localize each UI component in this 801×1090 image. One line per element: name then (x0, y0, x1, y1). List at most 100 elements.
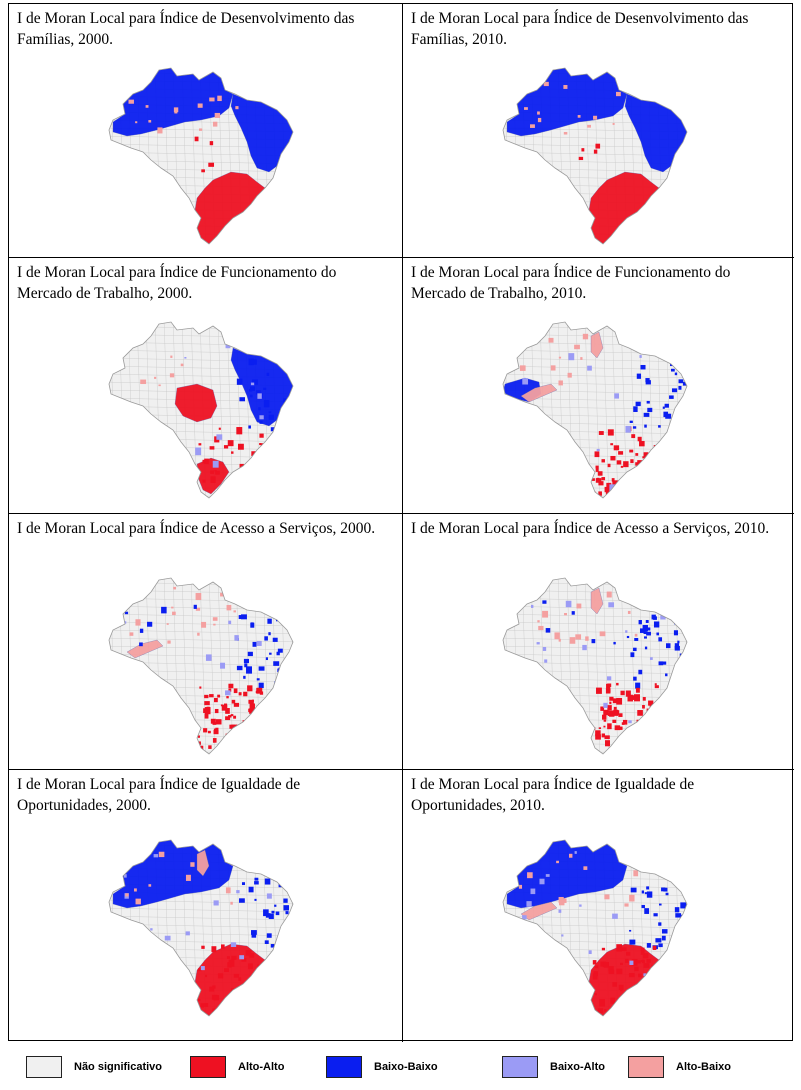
map-layer (109, 840, 293, 1016)
cluster-municipality-ll (258, 407, 261, 411)
cluster-municipality-hh (648, 723, 652, 727)
brazil-outline (108, 839, 294, 1017)
brazil-outline (108, 67, 294, 245)
cluster-municipality-hh (237, 443, 244, 450)
cluster-municipality-hh (619, 726, 623, 730)
cluster-municipality-lh (212, 460, 219, 468)
cluster-municipality-lh (606, 676, 612, 681)
municipal-line (109, 621, 293, 627)
cluster-municipality-ll (289, 623, 293, 627)
cluster-municipality-ll (677, 407, 682, 411)
panel-caption: I de Moran Local para Índice de Funciona… (17, 264, 337, 302)
cluster-municipality-lh (228, 592, 231, 595)
cluster-municipality-ll (250, 394, 253, 398)
cluster-municipality-hl (575, 634, 582, 640)
cluster-municipality-hl (197, 632, 200, 636)
cluster-municipality-hh (631, 958, 638, 966)
cluster-municipality-hh (654, 685, 659, 689)
cluster-municipality-lh (522, 378, 529, 385)
cluster-municipality-ll (656, 632, 659, 636)
cluster-municipality-lh (536, 960, 542, 967)
cluster-municipality-hh (221, 491, 226, 497)
cluster-municipality-hh (253, 978, 259, 986)
municipal-line (503, 907, 687, 913)
cluster-municipality-ll (678, 379, 684, 384)
cluster-municipality-hh (251, 451, 257, 456)
municipal-line (674, 840, 682, 1016)
panel-opp-2010: I de Moran Local para Índice de Igualdad… (403, 770, 794, 1042)
municipal-line (503, 1011, 687, 1016)
cluster-municipality-ll (682, 412, 685, 415)
municipal-line (289, 578, 293, 754)
cluster-municipality-hl (593, 115, 598, 120)
cluster-municipality-hh (644, 469, 649, 474)
cluster-municipality-ll (239, 898, 245, 903)
cluster-municipality-hh (598, 727, 602, 730)
cluster-municipality-lh (608, 602, 615, 608)
cluster-municipality-hh (223, 703, 228, 708)
cluster-municipality-ll (236, 378, 243, 385)
municipal-line (109, 645, 293, 651)
cluster-municipality-hl (157, 127, 163, 134)
cluster-municipality-hh (616, 968, 623, 975)
cluster-municipality-lh (596, 448, 600, 452)
cluster-municipality-lh (269, 490, 273, 494)
municipal-line (503, 71, 687, 77)
cluster-municipality-hh (204, 1003, 209, 1007)
cluster-municipality-ll (247, 651, 253, 657)
municipal-line (674, 322, 682, 498)
cluster-municipality-hh (205, 974, 208, 978)
cluster-municipality-ll (238, 615, 243, 620)
cluster-municipality-hh (210, 470, 215, 474)
cluster-municipality-lh (184, 710, 190, 716)
municipal-line (503, 645, 687, 651)
cluster-municipality-hh (226, 696, 229, 699)
brazil-map (495, 574, 688, 758)
map-layer (109, 68, 293, 244)
cluster-municipality-hl (225, 887, 231, 894)
municipal-line (503, 749, 687, 754)
cluster-municipality-hh (654, 456, 659, 462)
municipal-line (503, 578, 687, 579)
cluster-municipality-hl (564, 613, 567, 616)
cluster-municipality-hl (197, 103, 203, 108)
cluster-municipality-ll (658, 425, 661, 428)
cluster-municipality-hh (194, 136, 199, 142)
municipal-line (280, 840, 288, 1016)
cluster-municipality-lh (548, 966, 552, 969)
legend-swatch (26, 1056, 62, 1078)
map-layer (503, 68, 687, 244)
municipal-line (280, 68, 288, 244)
panel-srv-2000: I de Moran Local para Índice de Acesso a… (9, 514, 403, 770)
cluster-municipality-hh (238, 735, 243, 740)
municipal-line (521, 840, 529, 1016)
cluster-municipality-ll (675, 618, 679, 622)
cluster-municipality-hh (215, 470, 220, 475)
cluster-municipality-ll (571, 611, 575, 615)
panel-caption: I de Moran Local para Índice de Igualdad… (411, 776, 695, 814)
cluster-municipality-ll (281, 926, 287, 934)
cluster-municipality-ll (252, 641, 257, 647)
map-layer (109, 322, 293, 498)
cluster-municipality-hh (640, 947, 645, 952)
cluster-municipality-ll (629, 929, 632, 932)
municipal-line (495, 318, 501, 502)
cluster-municipality-hl (524, 107, 528, 110)
cluster-municipality-ll (640, 364, 646, 370)
cluster-municipality-ll (629, 420, 633, 423)
map-layer (495, 318, 687, 502)
cluster-municipality-ll (239, 397, 246, 402)
cluster-municipality-hh (228, 715, 232, 718)
cluster-municipality-ll (658, 661, 664, 666)
municipal-line (495, 574, 501, 758)
cluster-municipality-hh (226, 956, 230, 959)
municipal-line (280, 578, 288, 754)
cluster-municipality-hh (246, 717, 252, 722)
cluster-municipality-hl (158, 851, 165, 858)
cluster-municipality-hh (228, 959, 235, 967)
cluster-municipality-hh (240, 1006, 246, 1013)
cluster-municipality-lh (643, 973, 646, 977)
cluster-municipality-lh (630, 479, 636, 485)
cluster-municipality-hh (228, 683, 234, 689)
cluster-municipality-hh (595, 478, 602, 483)
